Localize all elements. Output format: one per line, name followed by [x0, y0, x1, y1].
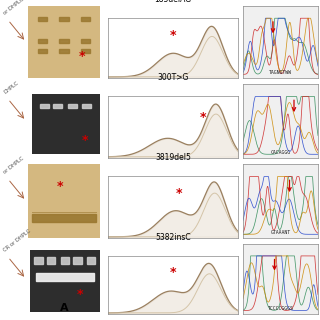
- Bar: [34, 257, 43, 264]
- Bar: [68, 104, 77, 108]
- Text: DHPLC: DHPLC: [3, 80, 20, 95]
- Text: 3819del5: 3819del5: [155, 153, 191, 162]
- Bar: [82, 104, 91, 108]
- Bar: [47, 257, 55, 264]
- Bar: [38, 49, 47, 52]
- Bar: [32, 214, 96, 222]
- Text: *: *: [170, 29, 176, 43]
- Bar: [59, 17, 69, 21]
- Bar: [59, 49, 69, 52]
- Bar: [53, 104, 62, 108]
- Bar: [40, 104, 49, 108]
- Bar: [81, 39, 90, 43]
- Bar: [38, 39, 47, 43]
- Bar: [87, 257, 95, 264]
- Text: CACAGGG: CACAGGG: [270, 150, 291, 155]
- Text: 185delAG: 185delAG: [155, 0, 192, 4]
- Text: B: B: [169, 303, 177, 313]
- Bar: [73, 257, 82, 264]
- Text: 300T>G: 300T>G: [157, 73, 189, 82]
- Text: *: *: [170, 266, 176, 279]
- Text: *: *: [82, 134, 88, 147]
- Text: 5382insC: 5382insC: [155, 233, 191, 242]
- Text: GTAAANT: GTAAANT: [270, 230, 291, 235]
- Text: *: *: [176, 187, 183, 200]
- Text: TAGNGTWW: TAGNGTWW: [269, 70, 292, 75]
- Bar: [81, 49, 90, 52]
- Text: or DHPLC: or DHPLC: [3, 156, 25, 175]
- Text: *: *: [79, 50, 85, 63]
- Bar: [81, 17, 90, 21]
- Text: A: A: [60, 303, 68, 313]
- Text: CR or DHPLC: CR or DHPLC: [3, 228, 32, 253]
- Bar: [61, 257, 69, 264]
- Bar: [36, 273, 94, 281]
- Text: or DHPLC: or DHPLC: [3, 0, 25, 16]
- Text: *: *: [200, 111, 206, 124]
- Text: TCCCCGGGS: TCCCCGGGS: [268, 306, 293, 311]
- Bar: [38, 17, 47, 21]
- Text: *: *: [57, 180, 64, 193]
- Text: *: *: [77, 288, 84, 301]
- Bar: [59, 39, 69, 43]
